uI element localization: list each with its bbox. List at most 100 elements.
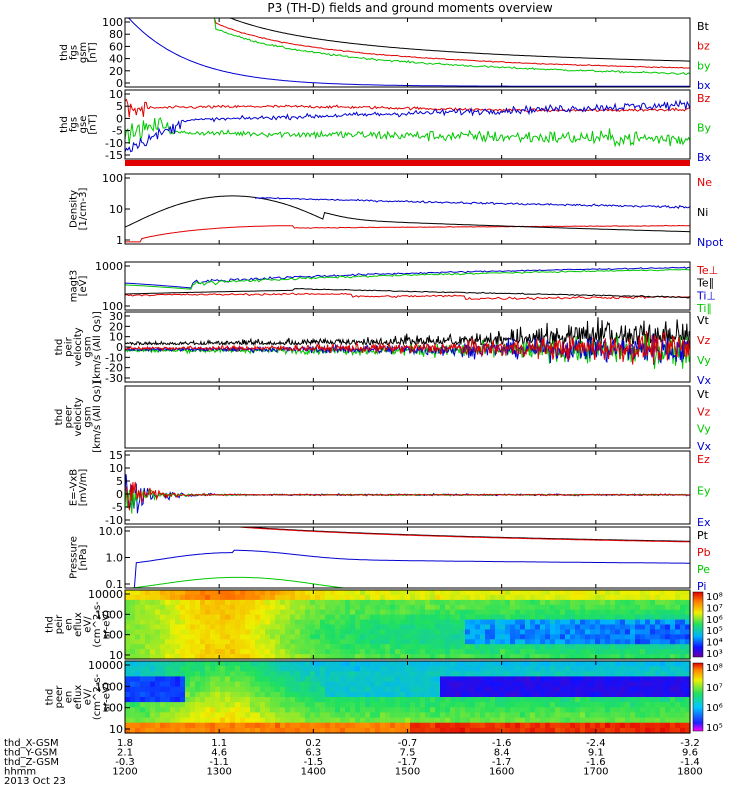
y-axis-title-line: velocity xyxy=(73,327,84,366)
y-tick-label: 100 xyxy=(102,16,123,29)
time-axis-value: 1400 xyxy=(301,767,326,778)
legend-entry: Ti⊥ xyxy=(696,289,716,302)
y-tick-label: 10.0 xyxy=(99,525,124,538)
time-axis-value: 1300 xyxy=(206,767,231,778)
y-tick-label: 1 xyxy=(116,234,123,247)
y-axis-title-line: peir xyxy=(64,336,75,356)
y-axis-title-line: thd xyxy=(59,44,70,61)
legend-entry: Vx xyxy=(697,440,712,453)
y-tick-label: 100 xyxy=(102,172,123,185)
y-tick-label: -10 xyxy=(105,137,123,150)
y-tick-label: 10000 xyxy=(88,588,123,601)
time-axis-value: -1.6 xyxy=(492,738,512,749)
y-tick-label: 10000 xyxy=(88,659,123,672)
y-axis-title-line: peir xyxy=(54,614,65,634)
y-axis-title-line: peer xyxy=(64,405,75,429)
legend-entry: by xyxy=(697,59,711,72)
time-axis-row-label: thd_Y-GSM xyxy=(4,748,57,759)
y-axis-title-line: sr-eV) xyxy=(102,682,113,711)
legend-entry: Te⊥ xyxy=(696,264,718,277)
time-axis-value: -3.2 xyxy=(680,738,700,749)
y-tick-label: 0 xyxy=(116,77,123,90)
y-axis-title-line: gse xyxy=(78,116,89,134)
series-line-Npot xyxy=(254,197,691,209)
legend-entry: Vy xyxy=(697,354,711,367)
y-tick-label: 5 xyxy=(116,475,123,488)
y-axis-title-line: (cm^2-s- xyxy=(92,601,103,648)
series-line-Ti∥ xyxy=(124,268,691,290)
colorbar-peir-spec xyxy=(692,591,704,658)
y-axis-title-line: gsm xyxy=(78,42,89,63)
y-axis-title-line: gsm xyxy=(83,406,94,427)
legend-entry: Vx xyxy=(697,374,712,387)
series-line-bx xyxy=(125,17,690,87)
y-axis-title-line: thd xyxy=(54,409,65,426)
time-axis-value: 4.6 xyxy=(211,748,227,759)
y-axis-title-line: [nPa] xyxy=(78,544,89,570)
colorbar-label: 10⁷ xyxy=(706,683,723,694)
legend-entry: Ey xyxy=(697,485,711,498)
panel-frame-fgs-gse xyxy=(124,89,691,160)
y-axis-title-line: eV/ xyxy=(83,616,94,633)
y-tick-label: 30 xyxy=(109,310,123,323)
y-axis-title-line: eflux xyxy=(73,685,84,710)
plot-title: P3 (TH-D) fields and ground moments over… xyxy=(267,1,552,15)
y-axis-title-line: (cm^2-s- xyxy=(92,673,103,720)
time-axis-value: 0.2 xyxy=(305,738,321,749)
y-tick-label: 5 xyxy=(116,100,123,113)
legend-entry: Bz xyxy=(697,92,711,105)
y-tick-label: 0 xyxy=(116,488,123,501)
y-tick-label: 1000 xyxy=(95,260,123,273)
y-axis-title-temperature: magt3[eV] xyxy=(68,270,89,303)
time-axis-value: 1600 xyxy=(489,767,514,778)
y-tick-label: 0 xyxy=(116,341,123,354)
y-axis-title-line: magt3 xyxy=(68,270,79,303)
y-axis-title-line: thd xyxy=(45,689,56,706)
y-tick-label: 10 xyxy=(109,462,123,475)
y-tick-label: 20 xyxy=(109,65,123,78)
legend-entry: bz xyxy=(697,40,710,53)
y-axis-title-line: fgs xyxy=(68,117,79,132)
series-line-Pi xyxy=(125,549,690,589)
colorbar-label: 10⁶ xyxy=(706,703,723,714)
time-axis-value: -1.5 xyxy=(304,757,324,768)
time-axis-value: -1.1 xyxy=(209,757,229,768)
y-axis-title-line: Pressure xyxy=(68,536,79,579)
time-axis-value: -1.6 xyxy=(586,757,606,768)
panel-frame-density xyxy=(124,173,691,245)
time-axis-value: 9.1 xyxy=(588,748,604,759)
legend-entry: Vt xyxy=(697,314,710,327)
y-tick-label: 10 xyxy=(109,88,123,101)
series-line-Te⊥ xyxy=(124,292,691,301)
y-tick-label: 40 xyxy=(109,53,123,66)
y-tick-label: -5 xyxy=(112,125,123,138)
y-axis-title-line: velocity xyxy=(73,397,84,436)
y-tick-label: 100 xyxy=(102,702,123,715)
y-tick-label: -10 xyxy=(105,351,123,364)
series-line-Ne xyxy=(125,224,690,243)
y-axis-title-line: [km/s (All Qs)] xyxy=(92,381,103,453)
legend-entry: Bt xyxy=(697,20,710,33)
y-axis-title-line: sr-eV) xyxy=(102,610,113,639)
time-axis-value: -0.7 xyxy=(398,738,418,749)
time-axis-value: 1.8 xyxy=(117,738,133,749)
time-axis-value: 2.1 xyxy=(117,748,133,759)
y-tick-label: 100 xyxy=(102,629,123,642)
legend-entry: Vz xyxy=(697,334,711,347)
series-line-by xyxy=(192,17,691,75)
y-axis-title-line: en xyxy=(64,618,75,631)
time-axis-value: -1.4 xyxy=(680,757,700,768)
legend-entry: bx xyxy=(697,79,711,92)
y-axis-title-line: thd xyxy=(59,116,70,133)
y-tick-label: -30 xyxy=(105,372,123,385)
time-axis-value: -1.7 xyxy=(492,757,512,768)
time-axis-value: -2.4 xyxy=(586,738,606,749)
status-bar xyxy=(125,160,690,166)
y-axis-title-line: [mV/m] xyxy=(78,469,89,507)
series-line-Ez xyxy=(124,481,691,511)
series-line-Ey xyxy=(124,487,691,514)
time-axis-value: 1800 xyxy=(677,767,702,778)
